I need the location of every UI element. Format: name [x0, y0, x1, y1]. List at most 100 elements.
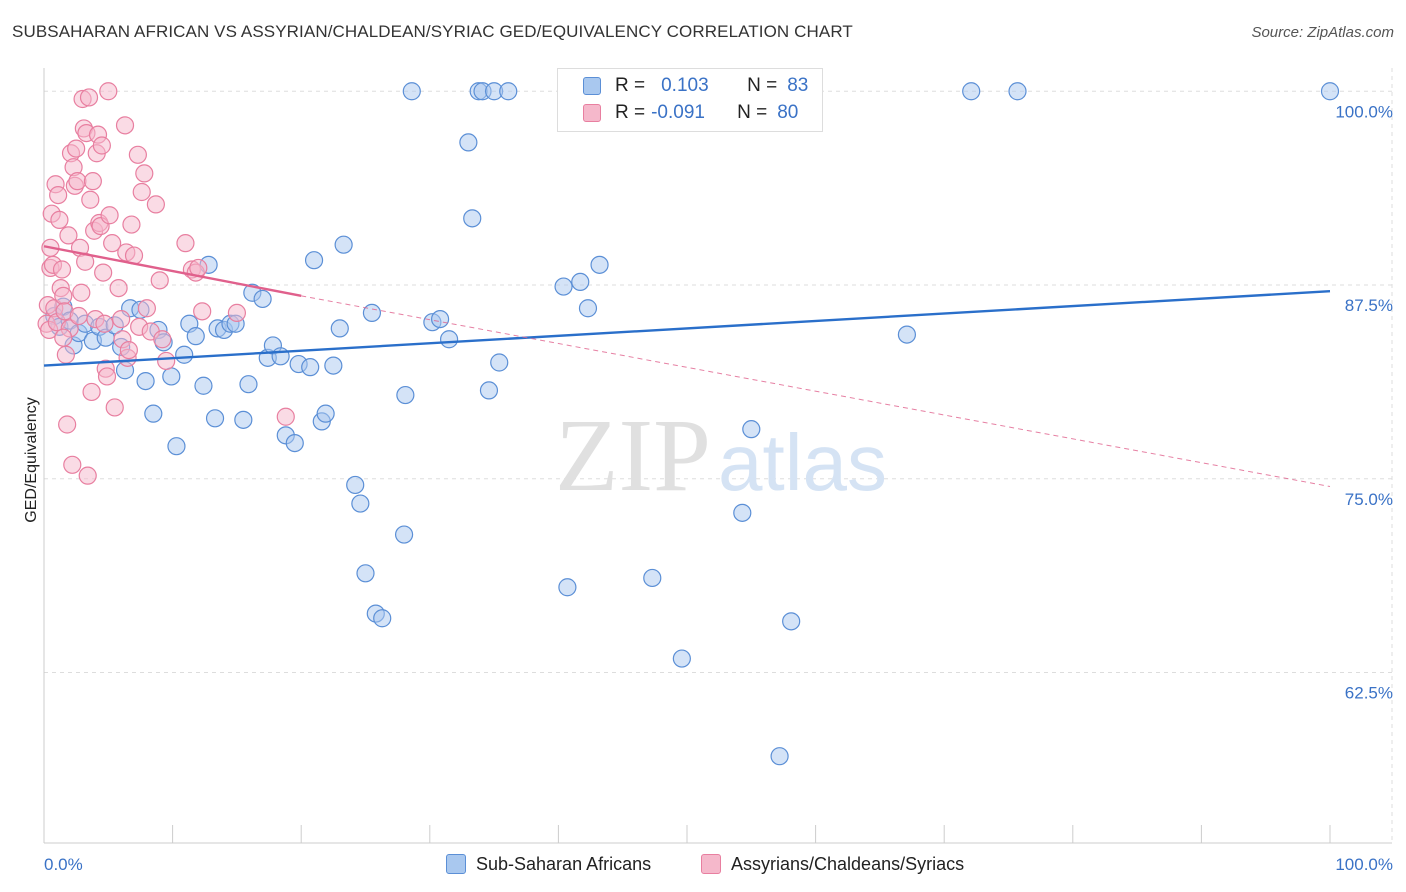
- data-point: [316, 404, 335, 423]
- data-point: [590, 255, 609, 274]
- data-point: [94, 263, 113, 282]
- trend-lines: [43, 245, 1331, 487]
- data-point: [83, 172, 102, 191]
- data-point: [324, 356, 343, 375]
- series-swatch-blue: [446, 854, 466, 874]
- data-point: [105, 398, 124, 417]
- data-point: [72, 283, 91, 302]
- series-legend-blue: Sub-Saharan Africans: [446, 852, 651, 876]
- data-point: [78, 466, 97, 485]
- data-point: [194, 376, 213, 395]
- data-point: [271, 347, 290, 366]
- data-point: [770, 747, 789, 766]
- data-point: [554, 277, 573, 296]
- x-tick-label: 0.0%: [44, 855, 83, 874]
- series-label-blue: Sub-Saharan Africans: [476, 853, 652, 874]
- legend-n-label: N =: [737, 102, 768, 123]
- data-point: [128, 145, 147, 164]
- gridlines: [44, 68, 1393, 843]
- data-point: [150, 271, 169, 290]
- y-tick-label: 100.0%: [1335, 102, 1393, 121]
- data-point: [56, 345, 75, 364]
- data-point: [1320, 82, 1340, 101]
- data-point: [144, 404, 163, 423]
- data-point: [82, 382, 101, 402]
- y-tick-label: 62.5%: [1345, 684, 1393, 703]
- data-point: [490, 353, 509, 372]
- data-point: [132, 182, 151, 202]
- y-axis-label: GED/Equivalency: [23, 397, 40, 522]
- legend-row-blue: R = 0.103 N = 83: [558, 73, 808, 99]
- data-point: [643, 568, 662, 588]
- legend-n-value: 80: [777, 102, 799, 123]
- y-tick-label: 75.0%: [1345, 490, 1393, 509]
- data-point: [157, 351, 176, 371]
- data-point: [285, 434, 304, 453]
- data-point: [499, 82, 518, 101]
- data-point: [67, 139, 86, 158]
- legend-r-value: 0.103: [661, 75, 709, 96]
- data-point: [239, 375, 258, 394]
- data-point: [330, 319, 349, 338]
- data-point: [59, 226, 78, 245]
- data-point: [97, 367, 117, 386]
- y-tick-labels: 62.5% 75.0% 87.5% 100.0%: [1335, 102, 1393, 702]
- watermark-zip: ZIP: [555, 398, 711, 513]
- data-point: [79, 88, 99, 107]
- data-point: [733, 503, 752, 522]
- watermark: ZIP atlas: [555, 398, 887, 513]
- data-point: [186, 327, 205, 346]
- legend-n-label: N =: [747, 75, 778, 96]
- data-point: [68, 172, 87, 191]
- data-point: [175, 345, 194, 364]
- data-point: [362, 303, 382, 322]
- legend-swatch-blue: [583, 77, 601, 95]
- data-point: [301, 358, 320, 377]
- data-point: [897, 325, 917, 344]
- data-point: [394, 525, 414, 544]
- data-point: [99, 82, 118, 101]
- data-point: [1008, 82, 1027, 101]
- data-point: [782, 612, 801, 631]
- data-point: [92, 136, 111, 155]
- series-assyrians-chaldeans-syriacs: [37, 82, 295, 485]
- data-point: [49, 186, 68, 205]
- data-point: [193, 302, 212, 321]
- data-point: [276, 407, 295, 426]
- legend-r-label: R =: [615, 75, 646, 96]
- data-point: [430, 310, 450, 329]
- data-point: [50, 210, 69, 229]
- data-point: [167, 437, 186, 456]
- x-tick-label: 100.0%: [1335, 855, 1393, 874]
- data-point: [463, 209, 482, 228]
- data-point: [234, 410, 253, 429]
- data-point: [459, 133, 478, 152]
- series-legend-pink: Assyrians/Chaldeans/Syriacs: [701, 852, 964, 876]
- x-tick-labels: 0.0% 100.0%: [44, 855, 1393, 874]
- data-point: [356, 564, 375, 583]
- data-point: [54, 286, 73, 305]
- data-point: [571, 272, 590, 291]
- axes: [43, 68, 1392, 844]
- data-point: [672, 649, 691, 668]
- data-point: [69, 306, 88, 326]
- legend-n-value: 83: [787, 75, 809, 96]
- trend-extension-pink: [301, 295, 1331, 487]
- data-point: [558, 578, 577, 597]
- y-tick-label: 87.5%: [1345, 296, 1393, 315]
- data-point: [479, 381, 499, 400]
- data-point: [304, 251, 324, 270]
- data-point: [578, 299, 598, 318]
- data-point: [103, 234, 122, 253]
- data-point: [351, 494, 370, 513]
- trend-line-blue: [43, 290, 1331, 367]
- data-point: [334, 235, 353, 254]
- data-point: [162, 367, 181, 386]
- data-point: [396, 385, 415, 405]
- chart-title: SUBSAHARAN AFRICAN VS ASSYRIAN/CHALDEAN/…: [12, 22, 853, 41]
- data-point: [119, 341, 138, 360]
- data-point: [176, 234, 195, 253]
- series-swatch-pink: [701, 854, 721, 874]
- data-point: [136, 372, 155, 391]
